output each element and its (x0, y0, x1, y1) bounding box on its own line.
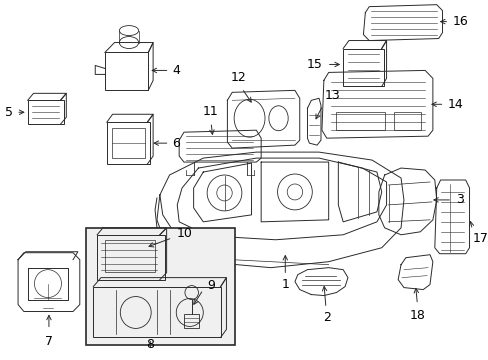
Text: 13: 13 (324, 89, 340, 102)
Bar (106, 122, 150, 164)
Bar (104, 240, 155, 272)
Text: 2: 2 (322, 287, 330, 324)
Text: 14: 14 (447, 98, 462, 111)
Text: 6: 6 (172, 137, 180, 150)
Text: 16: 16 (451, 15, 467, 28)
Text: 5: 5 (5, 106, 13, 119)
Bar (336, 112, 384, 130)
Text: 3: 3 (455, 193, 463, 206)
Text: 18: 18 (408, 310, 425, 323)
Text: 9: 9 (207, 279, 215, 292)
Bar (97, 235, 164, 280)
Text: 1: 1 (281, 256, 288, 291)
Text: 11: 11 (203, 105, 219, 118)
Bar (85, 228, 235, 345)
Bar (343, 49, 383, 86)
Text: 8: 8 (146, 338, 154, 351)
Text: 7: 7 (45, 336, 53, 348)
Bar (183, 315, 199, 328)
Text: 4: 4 (172, 64, 180, 77)
Bar (104, 53, 148, 90)
Bar (393, 112, 421, 130)
Text: 17: 17 (471, 232, 488, 245)
Text: 15: 15 (306, 58, 322, 71)
Text: 12: 12 (231, 71, 246, 84)
Text: 10: 10 (176, 227, 192, 240)
Bar (28, 100, 64, 124)
Bar (93, 287, 220, 337)
Bar (111, 128, 145, 158)
